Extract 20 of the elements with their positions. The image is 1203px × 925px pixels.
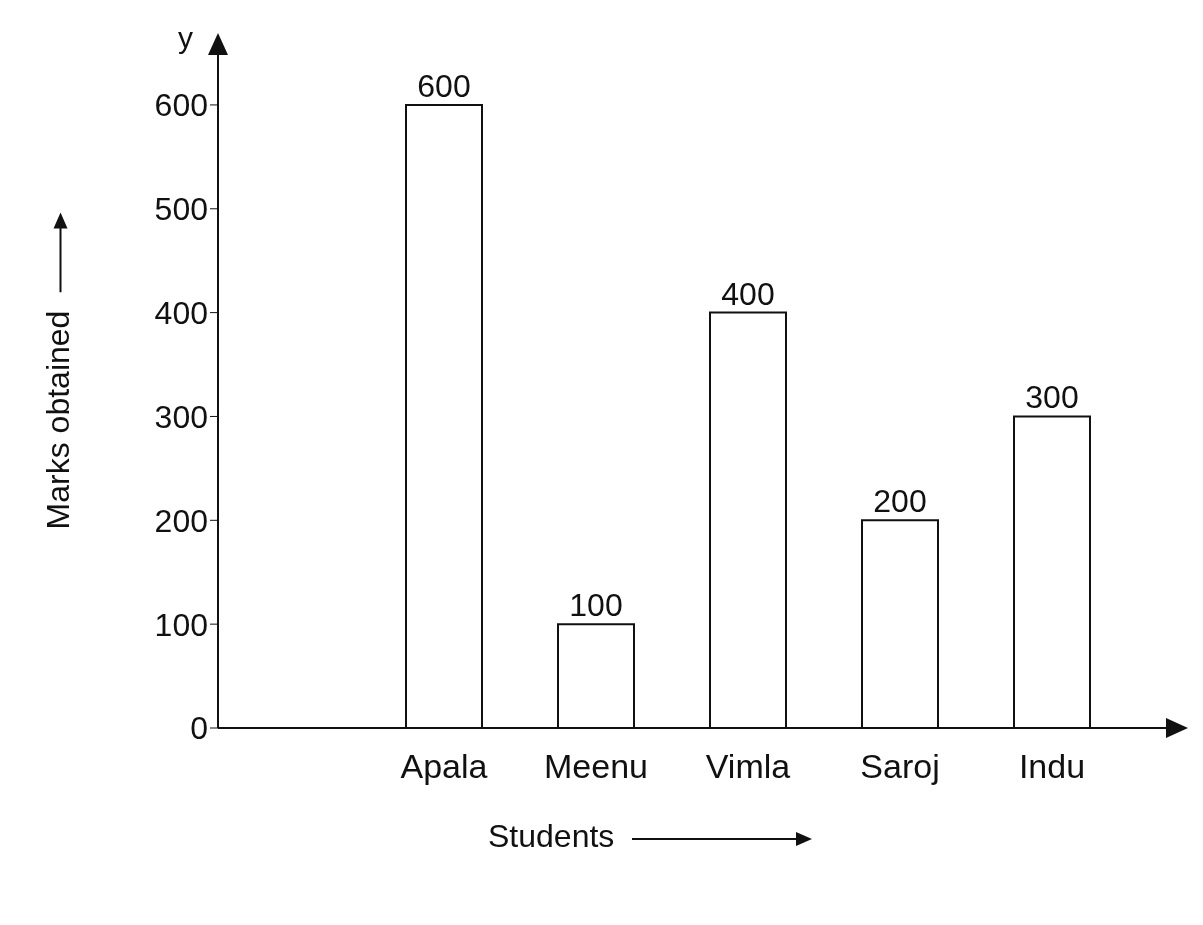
data-label: 400	[721, 275, 775, 312]
y-tick-label: 600	[154, 87, 208, 124]
y-tick-label: 0	[190, 710, 208, 747]
y-tick-label: 500	[154, 191, 208, 228]
data-label: 200	[873, 483, 927, 520]
y-tick-label: 400	[154, 294, 208, 331]
y-tick-label: 300	[154, 398, 208, 435]
text: y	[178, 21, 193, 55]
x-tick-label: Meenu	[544, 747, 648, 786]
y-axis-title: Marks obtained	[39, 310, 76, 529]
data-label: 100	[569, 587, 623, 624]
x-tick-label: Apala	[400, 747, 488, 786]
data-label: 600	[417, 67, 471, 104]
x-axis-title: Students	[488, 818, 615, 854]
x-tick-label: Saroj	[860, 747, 940, 786]
x-tick-label: Vimla	[705, 747, 791, 786]
y-tick-label: 200	[154, 502, 208, 539]
x-tick-label: Indu	[1018, 747, 1086, 786]
data-label: 300	[1025, 379, 1079, 416]
y-tick-label: 100	[154, 606, 208, 643]
